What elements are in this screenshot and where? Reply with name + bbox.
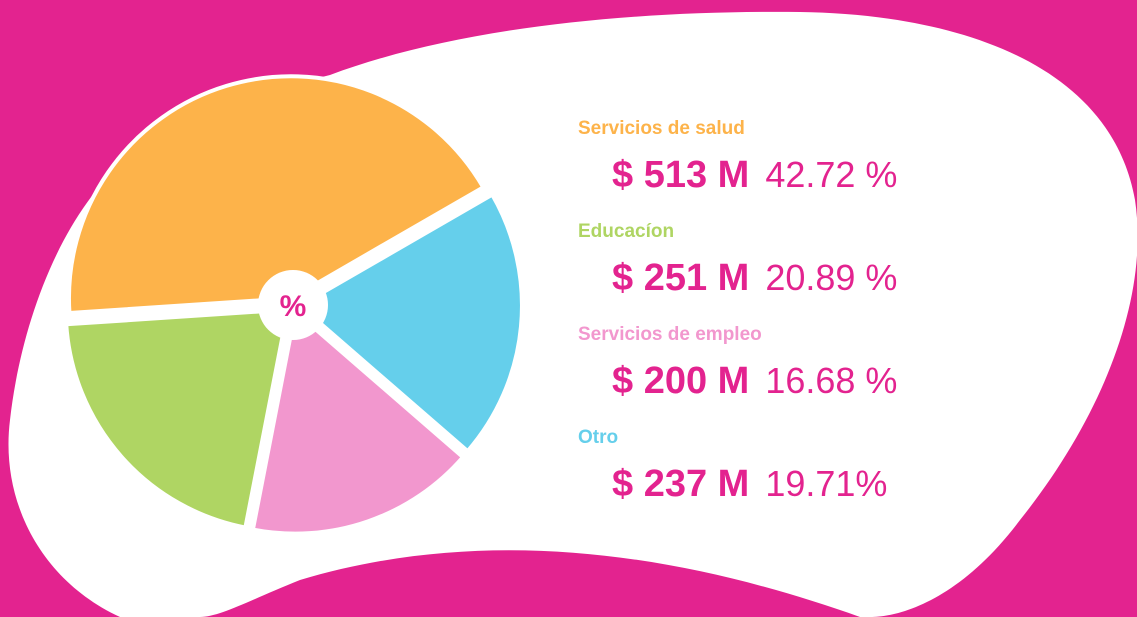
percent-label: 19.71% [765,463,887,504]
legend-label: Servicios de empleo [578,324,762,345]
pie-slice [64,307,291,530]
percent-label: 16.68 % [765,360,897,401]
amount-label: $ 237 M [612,463,749,505]
amount-label: $ 513 M [612,154,749,196]
pie: % [64,74,524,536]
legend-label: Servicios de salud [578,118,745,139]
center-circle [258,270,328,340]
center-label: % [280,290,307,323]
percent-label: 20.89 % [765,257,897,298]
pie-slice [66,74,486,316]
pie-slice [296,191,524,455]
legend-label: Educacíon [578,221,674,242]
percent-label: 42.72 % [765,154,897,195]
legend: Servicios de salud $ 513 M 42.72 % Educacío… [578,118,897,505]
amount-label: $ 251 M [612,257,749,299]
amount-label: $ 200 M [612,360,749,402]
pie-slice [250,307,466,536]
legend-label: Otro [578,427,618,448]
